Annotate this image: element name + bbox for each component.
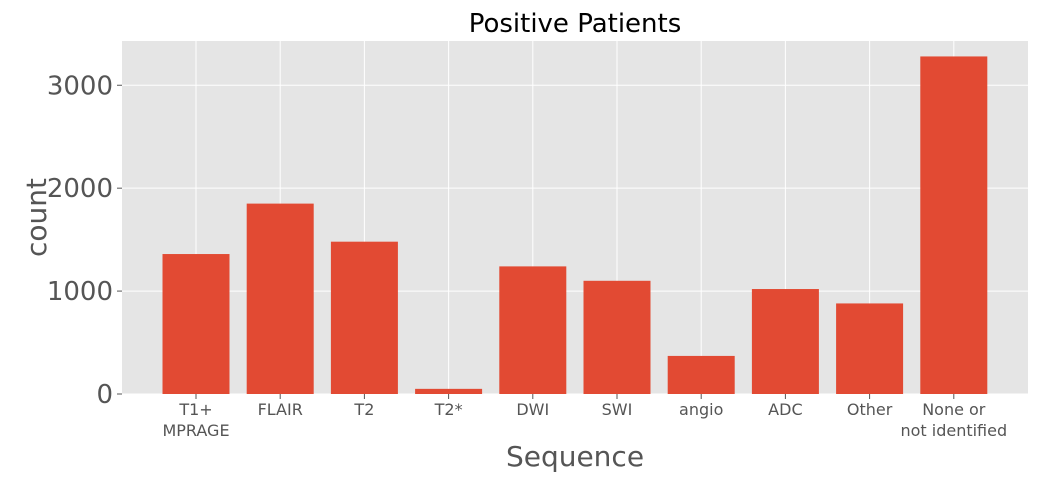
- bar: [415, 388, 483, 394]
- y-tick-label: 2000: [47, 174, 113, 204]
- x-tick-label: ADC: [768, 400, 802, 419]
- x-axis-label: Sequence: [506, 440, 644, 473]
- chart-title: Positive Patients: [469, 9, 682, 39]
- bar: [836, 303, 904, 394]
- x-tick-label: not identified: [900, 421, 1007, 440]
- bar: [162, 254, 230, 394]
- y-axis-ticks: 0 1000 2000 3000: [47, 71, 122, 410]
- x-tick-label: DWI: [516, 400, 549, 419]
- x-tick-label: SWI: [602, 400, 633, 419]
- x-tick-label: None or: [922, 400, 986, 419]
- x-axis-ticks: T1+ MPRAGE FLAIR T2 T2* DWI SWI angio ADC Other No…: [162, 394, 1007, 440]
- bar: [583, 280, 651, 394]
- x-tick-label: MPRAGE: [162, 421, 229, 440]
- bars: [162, 56, 988, 394]
- y-tick-label: 0: [96, 380, 113, 410]
- bar: [751, 289, 819, 394]
- x-tick-label: angio: [679, 400, 723, 419]
- y-tick-label: 1000: [47, 277, 113, 307]
- x-tick-label: T2: [353, 400, 374, 419]
- bar: [246, 203, 314, 394]
- y-axis-label: count: [20, 178, 53, 257]
- bar: [330, 241, 398, 394]
- bar: [499, 266, 567, 394]
- bar: [667, 355, 735, 394]
- x-tick-label: T2*: [434, 400, 463, 419]
- y-tick-label: 3000: [47, 71, 113, 101]
- x-tick-label: Other: [847, 400, 893, 419]
- x-tick-label: FLAIR: [258, 400, 303, 419]
- bar: [920, 56, 988, 394]
- x-tick-label: T1+: [178, 400, 212, 419]
